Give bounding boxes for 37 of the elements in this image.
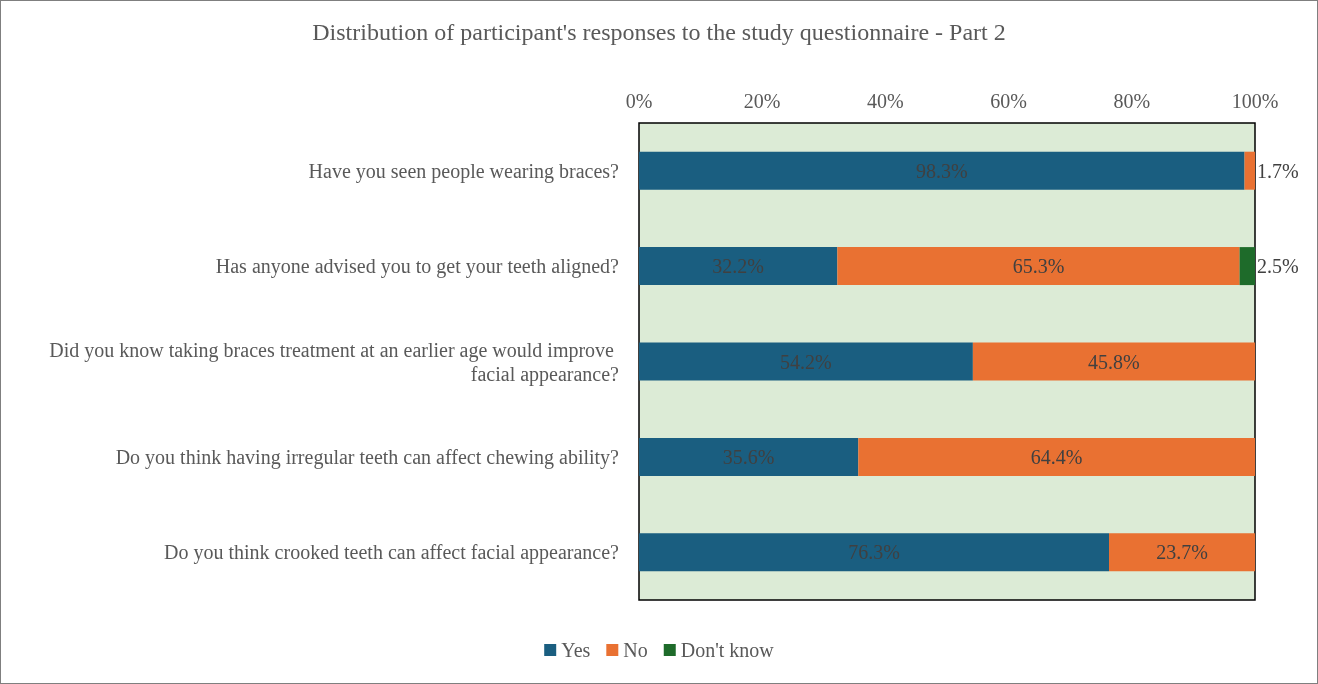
y-tick-label: Did you know taking braces treatment at an earlier age would improve facial appearance? [49, 338, 620, 386]
bar [858, 437, 1255, 476]
data-label: 64.4% [1030, 445, 1083, 468]
bar [639, 437, 859, 476]
bar [1109, 533, 1255, 572]
x-tick-label: 100% [1231, 90, 1279, 112]
data-label: 45.8% [1088, 350, 1140, 373]
bar [1239, 247, 1255, 286]
data-label: 98.3% [915, 159, 968, 182]
legend-label: Yes [561, 639, 591, 661]
data-label: 32.2% [712, 255, 765, 278]
data-label: 35.6% [722, 445, 775, 468]
y-tick-label: Do you think having irregular teeth can affect chewing ability? [115, 445, 620, 469]
chart-title: Distribution of participant's responses to the study questionnaire - Part 2 [312, 19, 1006, 45]
bar [972, 342, 1255, 381]
data-label: 23.7% [1156, 541, 1208, 564]
legend-label: Don't know [680, 639, 775, 661]
legend-label: No [623, 639, 648, 661]
x-tick-label: 0% [625, 90, 653, 112]
data-label: 76.3% [848, 541, 900, 564]
y-tick-label: Do you think crooked teeth can affect facial appearance? [164, 541, 620, 565]
x-tick-label: 60% [990, 90, 1027, 112]
x-tick-label: 40% [867, 90, 904, 112]
x-tick-label: 20% [743, 90, 781, 112]
bar [1244, 151, 1255, 190]
data-label: 2.5% [1257, 255, 1299, 278]
bar [639, 342, 973, 381]
bar [837, 247, 1240, 286]
y-tick-label: Have you seen people wearing braces? [308, 159, 620, 183]
data-label: 1.7% [1257, 159, 1299, 182]
bar [639, 533, 1110, 572]
x-tick-label: 80% [1113, 90, 1151, 112]
bar [639, 151, 1245, 190]
y-tick-label: Has anyone advised you to get your teeth aligned? [215, 255, 620, 279]
data-label: 65.3% [1012, 255, 1065, 278]
bar [639, 247, 838, 286]
data-label: 54.2% [780, 350, 832, 373]
